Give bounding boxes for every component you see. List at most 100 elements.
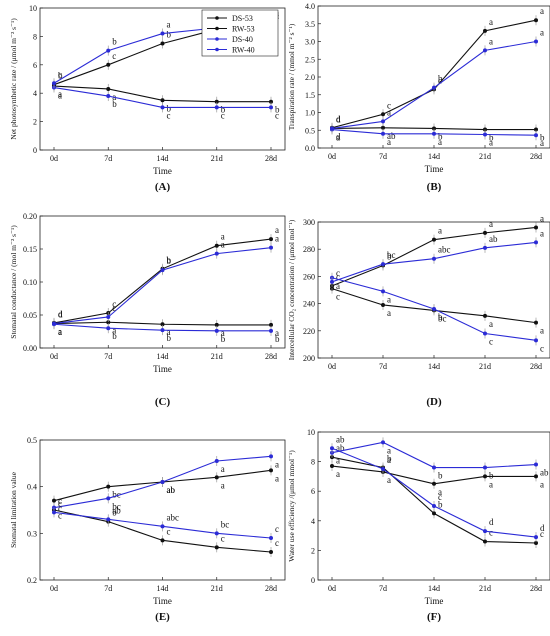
legend-label: DS-53	[232, 14, 253, 23]
x-tick-label: 21d	[479, 362, 491, 371]
significance-letter: c	[112, 299, 116, 309]
y-axis-title: Net photosynthetic rate / (μmol m⁻² s⁻¹)	[9, 18, 18, 140]
data-point	[534, 39, 538, 44]
data-point	[214, 99, 219, 104]
data-point	[483, 331, 487, 336]
significance-letter: b	[275, 334, 280, 344]
data-point	[214, 545, 219, 550]
y-tick-label: 280	[303, 245, 315, 254]
data-point	[432, 504, 436, 508]
x-tick-label: 28d	[530, 362, 542, 371]
significance-letter: a	[540, 326, 544, 336]
data-point	[534, 541, 538, 545]
y-tick-label: 0	[33, 146, 37, 155]
significance-letter: a	[221, 232, 225, 242]
data-point	[269, 99, 273, 104]
y-axis-title: Intercellular CO₂ concentration / (μmol …	[287, 219, 296, 360]
data-point	[330, 279, 334, 284]
significance-letter: c	[336, 272, 340, 282]
x-tick-label: 14d	[157, 352, 169, 361]
y-tick-label: 1.5	[305, 91, 315, 100]
panel-caption: (F)	[427, 611, 441, 623]
data-point	[160, 98, 165, 103]
y-tick-label: 2	[33, 118, 37, 127]
data-point	[106, 517, 111, 522]
panel-3: 200 220 240 260 280 300 0d 7d 14d 21d 28d Intercell…	[287, 213, 550, 408]
y-tick-label: 6	[33, 61, 37, 70]
panel-caption: (E)	[155, 611, 170, 623]
significance-letter: b	[112, 508, 117, 518]
panel-2: 0.00 0.05 0.10 0.15 0.20 0d 7d 14d 21d 28d Time Sto…	[9, 212, 286, 408]
data-point	[160, 524, 165, 529]
significance-letter: c	[489, 528, 493, 538]
data-point	[52, 510, 56, 515]
significance-letter: a	[438, 487, 442, 497]
data-point	[269, 536, 273, 540]
significance-letter: c	[112, 303, 116, 313]
x-tick-label: 0d	[50, 352, 58, 361]
data-point	[483, 245, 487, 250]
significance-letter: b	[387, 454, 392, 464]
legend-swatch-marker	[215, 37, 219, 41]
significance-letter: a	[112, 325, 116, 335]
x-tick-label: 28d	[530, 152, 542, 161]
data-point	[381, 467, 385, 471]
data-point	[534, 240, 538, 245]
y-tick-label: 0.3	[27, 529, 37, 538]
significance-letter: ab	[489, 234, 498, 244]
significance-letter: c	[167, 526, 171, 536]
significance-letter: a	[58, 89, 62, 99]
data-point	[52, 81, 56, 86]
y-tick-label: 3.0	[305, 38, 315, 47]
significance-letter: a	[387, 107, 391, 117]
data-point	[160, 268, 165, 273]
data-point	[52, 498, 56, 503]
y-tick-label: 0.2	[27, 576, 37, 585]
data-point	[483, 48, 487, 53]
x-tick-label: 28d	[265, 154, 277, 163]
significance-letter: c	[275, 524, 279, 534]
x-tick-label: 7d	[104, 154, 112, 163]
data-point	[106, 86, 111, 91]
x-tick-label: 0d	[328, 584, 336, 593]
y-tick-label: 0	[311, 576, 315, 585]
x-axis-title: Time	[153, 364, 172, 374]
panel-caption: (A)	[155, 181, 171, 193]
significance-letter: b	[438, 312, 443, 322]
panel-5: 0 2 4 6 8 10 0d 7d 14d 21d 28d Time Water use effici…	[287, 428, 550, 623]
y-tick-label: 260	[303, 272, 315, 281]
significance-letter: a	[489, 17, 493, 27]
legend-label: RW-40	[232, 46, 255, 55]
data-point	[432, 131, 436, 136]
data-point	[432, 481, 436, 486]
y-axis-title: Stomatal limitation value	[9, 471, 18, 547]
significance-letter: d	[489, 517, 494, 527]
x-tick-label: 0d	[50, 154, 58, 163]
significance-letter: a	[489, 479, 493, 489]
data-point	[534, 338, 538, 343]
significance-letter: a	[438, 226, 442, 236]
significance-letter: b	[438, 74, 443, 84]
data-point	[432, 511, 436, 516]
x-axis-title: Time	[153, 166, 172, 176]
significance-letter: a	[221, 464, 225, 474]
significance-letter: ab	[167, 485, 176, 495]
significance-letter: c	[489, 337, 493, 347]
significance-letter: a	[58, 91, 62, 101]
data-point	[432, 126, 436, 131]
significance-letter: a	[387, 294, 391, 304]
significance-letter: d	[58, 309, 63, 319]
significance-letter: c	[387, 100, 391, 110]
y-tick-label: 2.0	[305, 73, 315, 82]
significance-letter: b	[438, 131, 443, 141]
x-tick-label: 7d	[379, 362, 387, 371]
significance-letter: abc	[167, 512, 180, 522]
significance-letter: ab	[336, 434, 345, 444]
significance-letter: bc	[221, 519, 230, 529]
data-point	[381, 440, 385, 445]
y-tick-label: 10	[307, 428, 315, 437]
data-point	[534, 133, 538, 138]
data-point	[381, 289, 385, 294]
data-point	[214, 322, 219, 327]
significance-letter: a	[489, 219, 493, 229]
